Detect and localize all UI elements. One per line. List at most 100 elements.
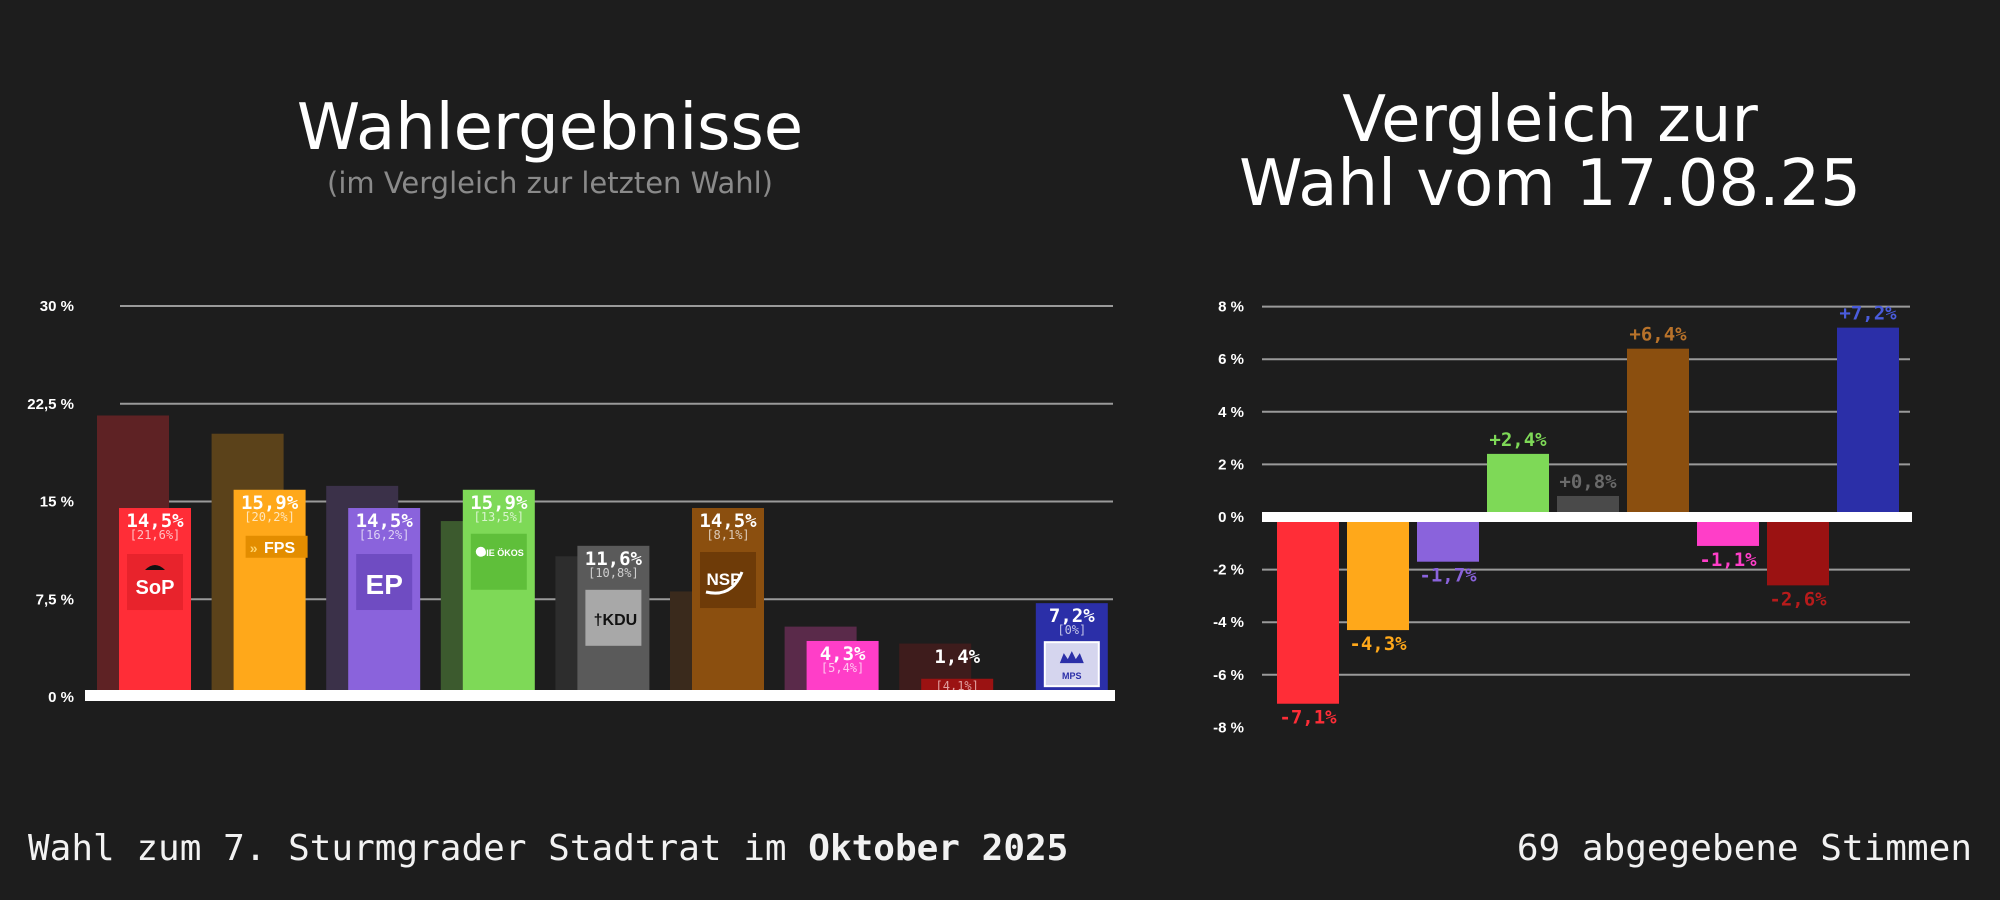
- arrow-swoosh-icon: NSP: [700, 552, 756, 609]
- change-value-label: -4,3%: [1349, 633, 1407, 655]
- change-bar-group: +6,4%: [1627, 324, 1689, 517]
- previous-value-label: [10,8%]: [588, 566, 639, 580]
- change-value-label: +6,4%: [1629, 324, 1687, 346]
- y-tick-label: -8 %: [1213, 719, 1244, 736]
- y-tick-label: 22,5 %: [27, 396, 74, 413]
- current-result-bar: [462, 489, 535, 697]
- party-logo-text: †KDU: [594, 612, 638, 629]
- y-tick-label: -2 %: [1213, 562, 1244, 579]
- change-value-label: +7,2%: [1839, 303, 1897, 325]
- previous-value-label: [4,1%]: [936, 679, 979, 693]
- party-logo-text: MPS: [1062, 671, 1082, 681]
- y-tick-label: 0 %: [48, 689, 74, 706]
- party-bar-group: 15,9%[20,2%] FPS »: [211, 433, 308, 697]
- sun-shape: [475, 546, 486, 557]
- party-bar-group: 4,3%[5,4%]: [784, 626, 879, 697]
- party-logo-text: SoP: [136, 577, 175, 599]
- change-value-label: +2,4%: [1489, 429, 1547, 451]
- change-value-label: -1,7%: [1419, 565, 1477, 587]
- footer-election-date: Oktober 2025: [808, 828, 1069, 869]
- party-logo-text: NSP: [707, 570, 742, 589]
- current-result-bar: [806, 640, 879, 697]
- pirate-hat-shape: [145, 565, 165, 571]
- party-bar-group: 7,2%[0%] MPS: [1035, 603, 1108, 697]
- pirate-hat-icon: SoP: [127, 554, 183, 611]
- party-logo-background: [127, 554, 183, 611]
- party-logo-background: [356, 554, 413, 611]
- crown-shape: [1059, 651, 1084, 664]
- double-chevron-icon: FPS »: [245, 535, 308, 558]
- zero-baseline: [1262, 512, 1912, 522]
- y-tick-label: 2 %: [1218, 456, 1244, 473]
- arrow-swoosh-shape: [705, 571, 744, 595]
- value-label: 7,2%: [1049, 605, 1095, 627]
- comparison-title-line1: Vergleich zur: [1342, 83, 1758, 157]
- results-subtitle: (im Vergleich zur letzten Wahl): [327, 166, 773, 200]
- chevron-glyph: »: [250, 540, 258, 556]
- previous-value-label: [0%]: [1057, 623, 1086, 637]
- footer-vote-count: 69 abgegebene Stimmen: [1516, 828, 1972, 869]
- previous-value-label: [5,4%]: [821, 661, 864, 675]
- change-bar: [1837, 327, 1899, 517]
- change-bar: [1417, 517, 1479, 562]
- party-bar-group: 11,6%[10,8%] †KDU: [555, 545, 650, 697]
- value-label: 11,6%: [585, 548, 643, 570]
- party-logo-text: DIE ÖKOS: [480, 548, 524, 558]
- change-bar: [1767, 517, 1829, 586]
- comparison-title-line2: Wahl vom 17.08.25: [1239, 147, 1861, 221]
- value-label: 14,5%: [126, 510, 184, 532]
- change-bar-group: -4,3%: [1347, 517, 1409, 655]
- previous-value-label: [20,2%]: [244, 510, 295, 524]
- party-bar-group: 15,9%[13,5%] DIE ÖKOS: [440, 489, 535, 697]
- value-label: 14,5%: [699, 510, 757, 532]
- y-tick-label: 0 %: [1218, 509, 1244, 526]
- change-bar-group: +0,8%: [1557, 471, 1619, 517]
- previous-value-label: [21,6%]: [130, 528, 181, 542]
- ep-monogram-icon: EP: [356, 554, 413, 611]
- y-tick-label: -4 %: [1213, 614, 1244, 631]
- previous-value-label: [8,1%]: [706, 528, 749, 542]
- change-bar: [1627, 348, 1689, 517]
- results-title: Wahlergebnisse: [296, 91, 804, 165]
- change-bar-group: -7,1%: [1277, 517, 1339, 729]
- baseline: [85, 690, 1115, 701]
- current-result-bar: [233, 489, 306, 697]
- change-bar: [1347, 517, 1409, 631]
- party-logo-background: [245, 535, 308, 558]
- party-bar-group: 14,5%[21,6%] SoP: [97, 415, 191, 697]
- party-logo-text: EP: [366, 569, 403, 600]
- sun-leaf-icon: DIE ÖKOS: [470, 533, 527, 590]
- change-bar: [1487, 453, 1549, 517]
- y-tick-label: 7,5 %: [36, 591, 74, 608]
- previous-value-label: [16,2%]: [359, 528, 410, 542]
- party-logo-text: FPS: [264, 540, 295, 557]
- change-value-label: -7,1%: [1279, 707, 1337, 729]
- previous-value-label: [13,5%]: [474, 510, 525, 524]
- party-logo-tint: [1045, 643, 1098, 686]
- y-tick-label: 30 %: [40, 298, 74, 315]
- change-bar: [1557, 495, 1619, 517]
- value-label: 15,9%: [241, 492, 299, 514]
- change-value-label: -2,6%: [1769, 588, 1827, 610]
- y-tick-label: 4 %: [1218, 404, 1244, 421]
- y-tick-label: -6 %: [1213, 667, 1244, 684]
- change-bar-group: +7,2%: [1837, 303, 1899, 517]
- party-logo-background: [470, 533, 527, 590]
- party-bar-group: 14,5%[8,1%] NSP: [670, 508, 764, 697]
- cross-icon: †KDU: [585, 589, 642, 646]
- change-bar: [1277, 517, 1339, 704]
- party-logo-background: [1043, 641, 1100, 688]
- party-logo-background: [585, 589, 642, 646]
- change-bar-group: -1,1%: [1697, 517, 1759, 571]
- value-label: 15,9%: [470, 492, 528, 514]
- crown-icon: MPS: [1043, 641, 1100, 688]
- y-tick-label: 15 %: [40, 494, 74, 511]
- change-bar-group: +2,4%: [1487, 429, 1549, 517]
- value-label: 4,3%: [820, 643, 866, 665]
- comparison-bar-chart: -8 % -6 % -4 % -2 % 0 % 2 % 4 % 6 % 8 % -7,1% -4,3…: [1213, 299, 1912, 736]
- y-tick-label: 8 %: [1218, 299, 1244, 316]
- change-bar-group: -2,6%: [1767, 517, 1829, 610]
- value-label: 14,5%: [356, 510, 414, 532]
- change-value-label: -1,1%: [1699, 549, 1757, 571]
- value-label: 1,4%: [934, 646, 980, 668]
